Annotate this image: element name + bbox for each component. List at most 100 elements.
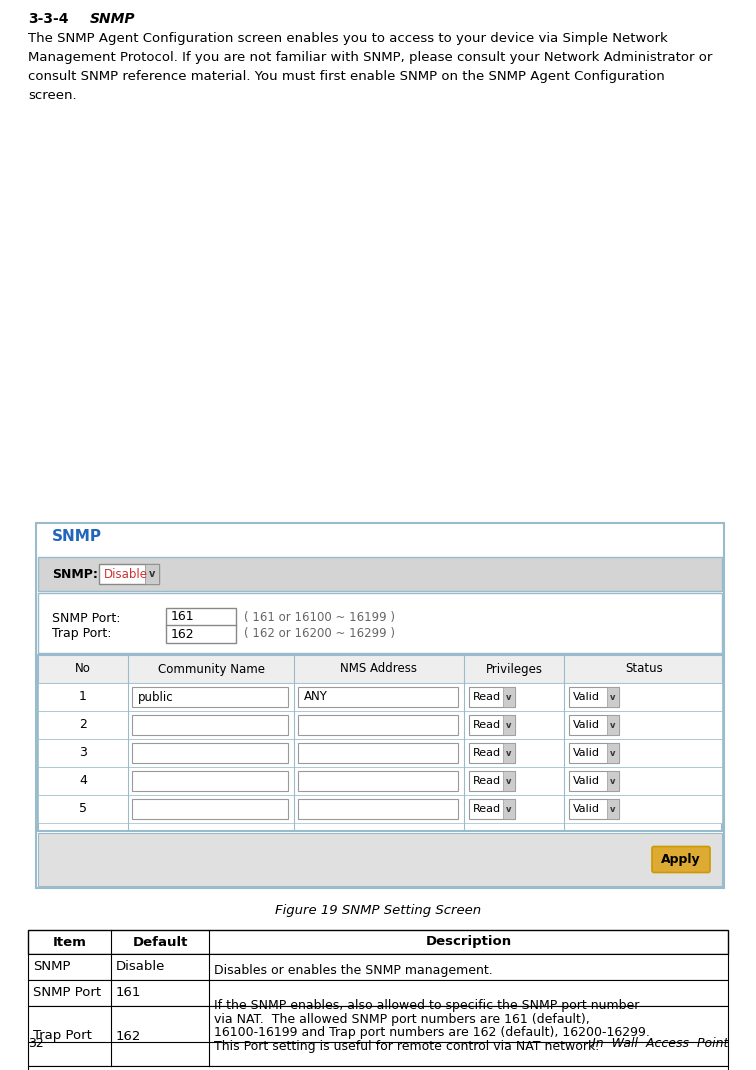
- Text: v: v: [507, 805, 512, 813]
- Text: Valid: Valid: [573, 804, 600, 814]
- Text: Read: Read: [473, 804, 501, 814]
- Text: Status: Status: [625, 662, 663, 675]
- Bar: [28, 930, 728, 954]
- Bar: [607, 771, 619, 791]
- Bar: [469, 687, 515, 707]
- Bar: [38, 795, 722, 823]
- Bar: [38, 593, 722, 653]
- Text: Valid: Valid: [573, 748, 600, 758]
- Text: SNMP:: SNMP:: [52, 567, 98, 581]
- Text: v: v: [507, 749, 512, 758]
- Text: Figure 19 SNMP Setting Screen: Figure 19 SNMP Setting Screen: [275, 904, 481, 917]
- Text: 162: 162: [116, 1029, 141, 1042]
- Text: 1: 1: [79, 690, 87, 703]
- Bar: [569, 771, 619, 791]
- Bar: [38, 683, 722, 710]
- Bar: [469, 771, 515, 791]
- Text: v: v: [610, 692, 615, 702]
- Text: In  Wall  Access  Point: In Wall Access Point: [592, 1037, 728, 1050]
- Bar: [607, 715, 619, 735]
- Text: via NAT.  The allowed SNMP port numbers are 161 (default),: via NAT. The allowed SNMP port numbers a…: [214, 1013, 590, 1026]
- Text: NMS Address: NMS Address: [340, 662, 417, 675]
- Bar: [28, 954, 728, 980]
- Bar: [298, 715, 458, 735]
- Bar: [132, 771, 288, 791]
- Text: Disables or enables the SNMP management.: Disables or enables the SNMP management.: [214, 964, 493, 977]
- Bar: [36, 523, 724, 888]
- Bar: [132, 715, 288, 735]
- Text: SNMP Port: SNMP Port: [33, 987, 101, 999]
- Bar: [503, 743, 515, 763]
- Text: Trap Port: Trap Port: [33, 1029, 92, 1042]
- Bar: [503, 715, 515, 735]
- Text: Read: Read: [473, 692, 501, 702]
- Text: 4: 4: [79, 775, 87, 788]
- Text: Management Protocol. If you are not familiar with SNMP, please consult your Netw: Management Protocol. If you are not fami…: [28, 51, 712, 64]
- Bar: [28, 1006, 728, 1066]
- Text: Valid: Valid: [573, 692, 600, 702]
- Text: consult SNMP reference material. You must first enable SNMP on the SNMP Agent Co: consult SNMP reference material. You mus…: [28, 70, 665, 83]
- Text: No: No: [75, 662, 91, 675]
- Text: Apply: Apply: [662, 853, 701, 866]
- Text: v: v: [507, 692, 512, 702]
- Text: SNMP: SNMP: [33, 961, 70, 974]
- Text: SNMP Port:: SNMP Port:: [52, 612, 120, 625]
- Text: 32: 32: [28, 1037, 44, 1050]
- Text: public: public: [138, 690, 174, 703]
- Text: Valid: Valid: [573, 776, 600, 786]
- Text: Privileges: Privileges: [485, 662, 543, 675]
- Bar: [38, 834, 722, 886]
- Bar: [569, 715, 619, 735]
- FancyBboxPatch shape: [652, 846, 710, 872]
- Text: Read: Read: [473, 720, 501, 730]
- Text: If the SNMP enables, also allowed to specific the SNMP port number: If the SNMP enables, also allowed to spe…: [214, 999, 640, 1012]
- Bar: [132, 743, 288, 763]
- Bar: [132, 687, 288, 707]
- Bar: [38, 655, 722, 683]
- Text: Disable: Disable: [104, 567, 148, 581]
- Text: Disable: Disable: [116, 961, 166, 974]
- Text: Read: Read: [473, 776, 501, 786]
- Text: 16100-16199 and Trap port numbers are 162 (default), 16200-16299.: 16100-16199 and Trap port numbers are 16…: [214, 1026, 650, 1039]
- Bar: [469, 799, 515, 819]
- Bar: [298, 771, 458, 791]
- Text: 161: 161: [116, 987, 141, 999]
- Text: v: v: [610, 720, 615, 730]
- Text: Valid: Valid: [573, 720, 600, 730]
- Text: Community Name: Community Name: [157, 662, 265, 675]
- Bar: [469, 715, 515, 735]
- Bar: [569, 687, 619, 707]
- Bar: [38, 767, 722, 795]
- Bar: [607, 687, 619, 707]
- Bar: [298, 687, 458, 707]
- Bar: [28, 980, 728, 1006]
- Text: v: v: [149, 569, 155, 579]
- Text: 3: 3: [79, 747, 87, 760]
- Bar: [132, 799, 288, 819]
- Text: Trap Port:: Trap Port:: [52, 627, 111, 641]
- Text: SNMP: SNMP: [90, 12, 135, 26]
- Bar: [145, 564, 159, 584]
- Text: ( 162 or 16200 ~ 16299 ): ( 162 or 16200 ~ 16299 ): [244, 627, 395, 641]
- Bar: [166, 608, 236, 626]
- Bar: [99, 564, 159, 584]
- Bar: [38, 655, 722, 831]
- Bar: [503, 771, 515, 791]
- Text: Read: Read: [473, 748, 501, 758]
- Text: v: v: [610, 805, 615, 813]
- Bar: [166, 625, 236, 643]
- Bar: [569, 743, 619, 763]
- Text: ANY: ANY: [304, 690, 328, 703]
- Bar: [607, 743, 619, 763]
- Text: 161: 161: [171, 611, 194, 624]
- Text: Item: Item: [53, 935, 86, 948]
- Text: v: v: [507, 720, 512, 730]
- Text: 162: 162: [171, 627, 194, 641]
- Bar: [38, 710, 722, 739]
- Bar: [38, 557, 722, 591]
- Text: This Port setting is useful for remote control via NAT network.: This Port setting is useful for remote c…: [214, 1040, 600, 1053]
- Text: 3-3-4: 3-3-4: [28, 12, 69, 26]
- Text: v: v: [610, 777, 615, 785]
- Bar: [469, 743, 515, 763]
- Text: 2: 2: [79, 718, 87, 732]
